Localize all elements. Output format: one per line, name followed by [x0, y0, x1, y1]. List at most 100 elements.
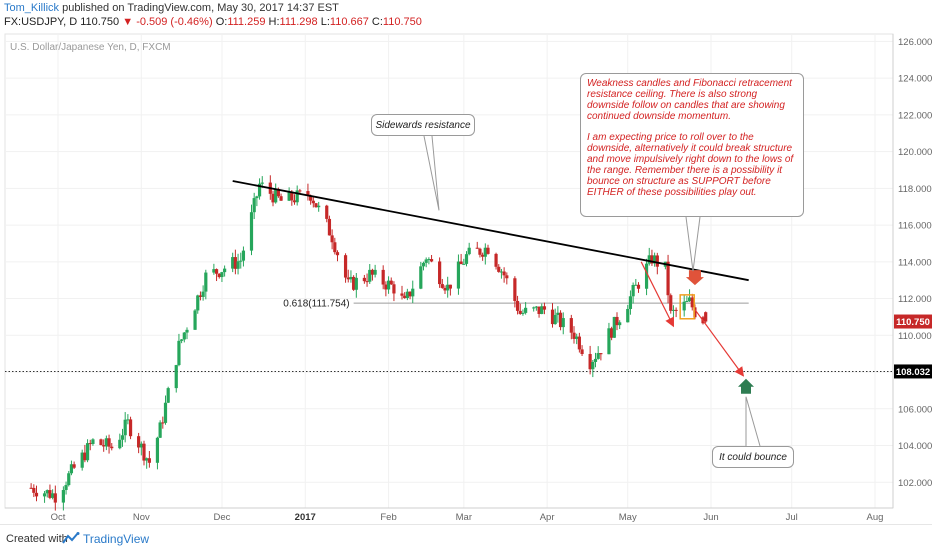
candle-body [443, 287, 447, 291]
candle-body [107, 438, 111, 447]
resistance-callout: Sidewards resistance [371, 114, 475, 136]
candle-body [233, 257, 237, 269]
candle-body [419, 266, 423, 289]
candle-body [182, 332, 186, 340]
candle-body [335, 252, 340, 256]
y-tick-label: 106.000 [898, 404, 932, 415]
candle-body [644, 263, 649, 289]
candle-body [631, 285, 635, 297]
y-tick-label: 122.000 [898, 110, 932, 121]
candle-body [352, 276, 356, 290]
candle-body [467, 247, 471, 255]
close-label: C: [371, 16, 383, 28]
candle-body [118, 439, 122, 449]
candle-body [163, 402, 168, 423]
candle-body [569, 318, 573, 333]
candle-body [588, 354, 592, 370]
candle-body [198, 295, 203, 297]
y-tick-label: 124.000 [898, 74, 932, 85]
candle-body [483, 247, 487, 257]
candle-body [309, 195, 313, 201]
support-price-label: 108.032 [896, 367, 930, 378]
candle-body [166, 388, 170, 403]
candle-body [400, 293, 404, 296]
candle-body [317, 205, 321, 208]
candle-body [314, 203, 318, 208]
candle-body [502, 271, 506, 276]
last-price: 110.750 [80, 16, 120, 28]
candle-body [537, 306, 541, 314]
candle-body [462, 263, 466, 265]
candle-body [180, 339, 184, 341]
candle-body [386, 280, 391, 290]
tradingview-brand[interactable]: TradingView [83, 532, 150, 546]
candle-body [287, 191, 291, 201]
candle-body [327, 218, 332, 236]
candle-body [553, 314, 557, 325]
candle-body [373, 269, 377, 275]
candle-body [682, 301, 686, 311]
candle-body [295, 190, 299, 203]
candle-body [494, 253, 498, 267]
candle-body [610, 328, 614, 338]
candle-body [279, 196, 283, 201]
candle-body [83, 452, 87, 461]
candle-body [392, 284, 396, 294]
candle-body [558, 312, 563, 328]
x-tick-label: Mar [456, 512, 472, 523]
candle-body [51, 493, 55, 498]
candle-body [647, 255, 651, 264]
candle-body [325, 205, 329, 219]
y-tick-label: 102.000 [898, 478, 932, 489]
candle-body [32, 487, 36, 493]
support-price-tag [894, 364, 932, 379]
y-tick-label: 120.000 [898, 147, 932, 158]
candle-body [636, 284, 641, 289]
candle-body [255, 196, 259, 199]
author-link[interactable]: Tom_Killick [4, 2, 60, 14]
candle-body [593, 358, 598, 362]
candle-body [615, 316, 619, 326]
candle-body [204, 272, 208, 292]
candle-body [349, 276, 353, 280]
candle-body [34, 492, 39, 497]
candle-body [690, 297, 694, 308]
candle-body [161, 422, 165, 424]
tradingview-logo-icon[interactable] [62, 532, 80, 547]
candle-body [515, 300, 520, 311]
candle-body [298, 190, 302, 192]
candle-body [628, 296, 633, 309]
candle-body [685, 300, 689, 302]
created-with-text: Created with [6, 533, 68, 545]
candle-body [212, 269, 216, 273]
candle-body [561, 318, 565, 328]
candle-body [29, 487, 33, 489]
candle-body [550, 309, 555, 325]
candle-body [120, 435, 125, 440]
candle-body [596, 353, 600, 359]
candle-body [534, 306, 538, 308]
x-tick-label: Jun [703, 512, 718, 523]
candle-body [421, 262, 426, 267]
candle-body [591, 361, 595, 370]
symbol-label[interactable]: FX:USDJPY, D [4, 16, 78, 28]
candle-body [306, 191, 310, 196]
bounce-callout-pointer [745, 396, 761, 447]
candle-body [384, 284, 388, 290]
candle-body [405, 291, 409, 299]
candle-body [650, 255, 654, 264]
candle-body [440, 284, 444, 288]
candle-body [99, 439, 103, 446]
candle-body [48, 490, 52, 498]
chart-header: Tom_Killick published on TradingView.com… [0, 0, 932, 32]
fib-level-label: 0.618(111.754) [283, 299, 349, 310]
candle-body [249, 212, 254, 251]
candle-body [193, 310, 197, 330]
candle-body [126, 419, 130, 421]
candle-body [464, 254, 469, 264]
candle-body [478, 248, 482, 255]
candle-body [486, 247, 490, 254]
down-triangle-icon: ▼ [122, 16, 134, 28]
projection-arrow-short [640, 261, 674, 328]
candle-body [220, 272, 224, 278]
